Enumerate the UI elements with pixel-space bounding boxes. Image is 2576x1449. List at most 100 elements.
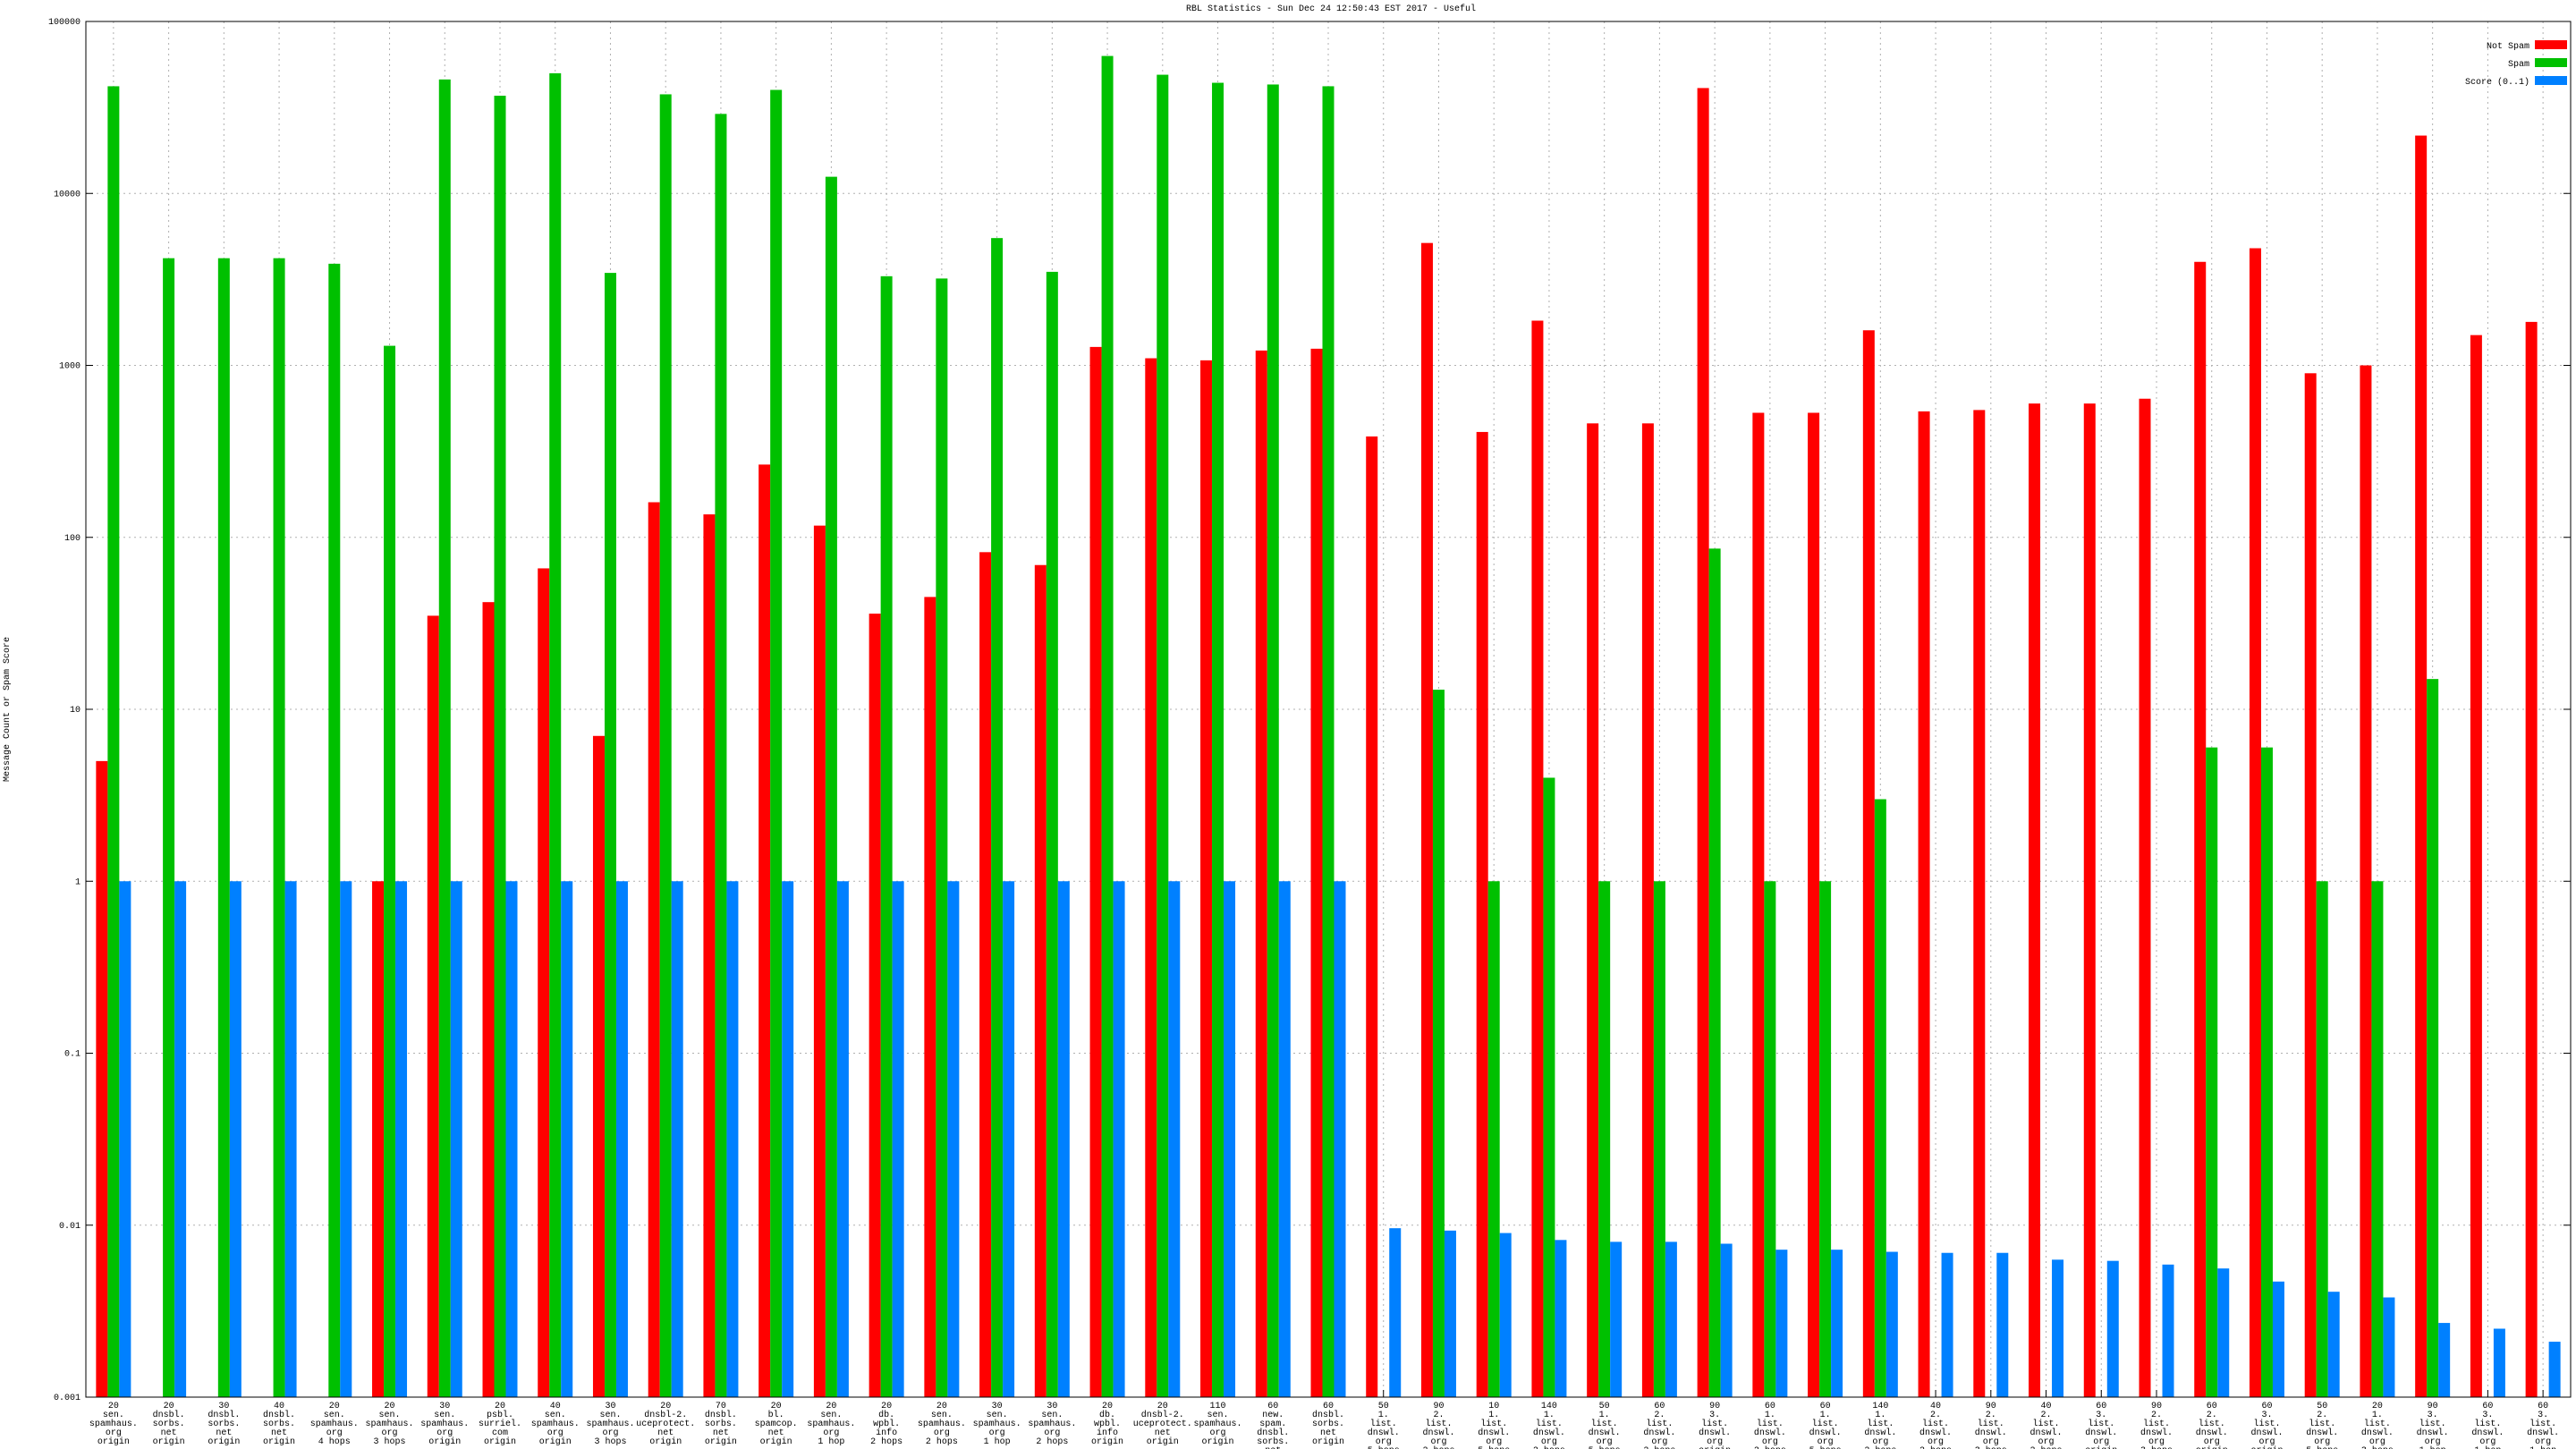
x-tick-label: 20 dnsbl. sorbs. net origin: [153, 1402, 185, 1447]
x-tick-label: 20 dnsbl-2. uceprotect. net origin: [1133, 1402, 1192, 1447]
x-tick-label-line: origin: [539, 1436, 572, 1447]
x-tick-label-line: dnsbl-2.: [644, 1410, 687, 1420]
bar: [1089, 346, 1102, 1397]
x-tick-label: 20 db. wpbl. info 2 hops: [870, 1402, 902, 1447]
x-tick-label-line: 2 hops: [1036, 1436, 1068, 1447]
bar: [1046, 271, 1058, 1397]
x-tick-label-line: 5 hops: [1368, 1445, 1400, 1449]
x-tick-label-line: 1 hop: [818, 1436, 844, 1447]
x-tick-label-line: origin: [649, 1436, 682, 1447]
x-tick-label-line: org: [2314, 1437, 2330, 1447]
bar: [1420, 242, 1433, 1398]
x-tick-label-line: 2.: [1986, 1411, 1996, 1420]
bar: [284, 881, 297, 1397]
x-tick-label-line: 30: [605, 1402, 615, 1411]
x-tick-label: 40 dnsbl. sorbs. net origin: [263, 1402, 295, 1447]
x-tick-label-line: sen.: [820, 1411, 842, 1420]
x-tick-label-line: 40: [274, 1402, 284, 1411]
bar: [2427, 679, 2439, 1397]
x-tick-label-line: org: [934, 1428, 950, 1438]
legend-swatch: [2535, 76, 2567, 85]
x-tick-label-line: 1.: [1820, 1411, 1831, 1420]
x-tick-label-line: 5 hops: [1809, 1445, 1842, 1449]
x-tick-label-line: 2 hops: [1919, 1445, 1952, 1449]
y-tick-label: 10000: [54, 190, 80, 199]
x-tick-label-line: dnswl.: [2417, 1428, 2449, 1438]
bar: [372, 881, 385, 1397]
bar: [2371, 881, 2384, 1397]
x-tick-label-line: list.: [2199, 1419, 2225, 1429]
bar: [1752, 412, 1765, 1398]
bar: [1366, 436, 1378, 1398]
x-tick-label-line: dnswl.: [2030, 1428, 2063, 1438]
x-tick-label-line: net: [1265, 1446, 1281, 1449]
x-tick-label-line: dnsbl-2.: [1141, 1410, 1184, 1420]
x-tick-label-line: list.: [2529, 1419, 2556, 1429]
x-tick-label-line: origin: [1202, 1436, 1234, 1447]
x-tick-label: 20 sen. spamhaus. org 3 hops: [366, 1402, 414, 1447]
x-tick-label-line: list.: [1922, 1419, 1949, 1429]
x-tick-label-line: org: [382, 1428, 398, 1438]
bar: [2525, 321, 2538, 1397]
x-tick-label-line: org: [1707, 1437, 1723, 1447]
x-tick-label-line: 30: [1046, 1402, 1057, 1411]
bar: [836, 881, 849, 1397]
bar: [1885, 1251, 1898, 1397]
bar: [482, 602, 495, 1397]
x-tick-label-line: list.: [2419, 1419, 2446, 1429]
x-tick-label-line: sorbs.: [705, 1419, 737, 1429]
x-tick-label-line: dnswl.: [2527, 1428, 2559, 1438]
x-tick-label-line: list.: [1536, 1419, 1563, 1429]
x-tick-label-line: origin: [263, 1436, 295, 1447]
bar: [2548, 1342, 2561, 1397]
x-tick-label-line: dnswl.: [1589, 1428, 1621, 1438]
x-tick-label: 20 sen. spamhaus. org 4 hops: [310, 1402, 359, 1447]
x-tick-label: 30 sen. spamhaus. org 3 hops: [586, 1402, 634, 1447]
x-tick-label-line: 2.: [2317, 1411, 2327, 1420]
x-tick-label-line: spamhaus.: [1194, 1419, 1242, 1429]
x-tick-label-line: origin: [1147, 1436, 1179, 1447]
plot-border: [85, 21, 2572, 1398]
bar: [1641, 423, 1654, 1397]
y-tick-label: 100: [64, 534, 80, 544]
x-tick-label-line: 3 hops: [374, 1436, 406, 1447]
bar: [592, 735, 605, 1397]
bar: [1831, 1250, 1843, 1397]
bar: [726, 881, 739, 1397]
x-tick-label-line: net: [657, 1428, 674, 1438]
x-tick-label-line: 5 hops: [1589, 1445, 1621, 1449]
x-tick-label-line: 3.: [1709, 1411, 1720, 1420]
x-tick-label-line: origin: [484, 1436, 516, 1447]
x-tick-label-line: spamhaus.: [586, 1419, 634, 1429]
x-tick-label-line: org: [326, 1428, 343, 1438]
x-tick-label: 20 sen. spamhaus. org 1 hop: [807, 1402, 855, 1447]
x-tick-label-line: wpbl.: [873, 1419, 900, 1429]
x-tick-label-line: 3 hops: [594, 1436, 626, 1447]
x-tick-label: 40 sen. spamhaus. org origin: [531, 1402, 580, 1447]
x-tick-label: 70 dnsbl. sorbs. net origin: [705, 1402, 737, 1447]
x-tick-label-line: 140: [1872, 1402, 1888, 1411]
x-tick-label-line: org: [1210, 1428, 1226, 1438]
x-tick-label-line: 3.: [2096, 1411, 2106, 1420]
bar: [1610, 1241, 1623, 1397]
x-tick-label-line: 60: [1654, 1402, 1665, 1411]
x-tick-label-line: 2 hops: [1864, 1445, 1896, 1449]
x-tick-label-line: spamhaus.: [973, 1419, 1021, 1429]
x-tick-label: 110 sen. spamhaus. org origin: [1194, 1402, 1242, 1447]
x-tick-label-line: 5 hops: [1478, 1445, 1510, 1449]
bar: [1499, 1233, 1512, 1397]
x-tick-label-line: sen.: [103, 1411, 124, 1420]
x-tick-label-line: 3 hops: [2361, 1445, 2394, 1449]
x-tick-label-line: spam.: [1259, 1419, 1286, 1429]
x-tick-label-line: dnsbl.: [153, 1410, 185, 1420]
x-tick-label-line: 20: [1157, 1402, 1168, 1411]
x-tick-label-line: 2 hops: [1533, 1445, 1565, 1449]
x-tick-label-line: dnswl.: [1422, 1428, 1454, 1438]
x-tick-label-line: list.: [2253, 1419, 2280, 1429]
x-tick-label-line: new.: [1262, 1411, 1284, 1420]
bar: [494, 96, 506, 1398]
bar: [2162, 1264, 2174, 1397]
x-tick-label-line: 90: [2428, 1402, 2438, 1411]
